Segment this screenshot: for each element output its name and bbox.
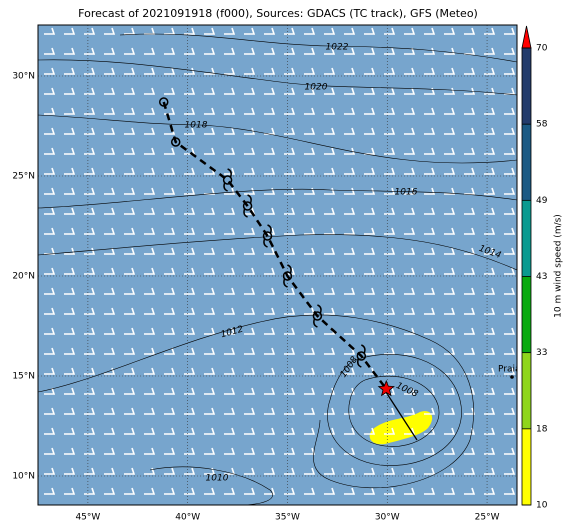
y-tick-label: 25°N bbox=[12, 172, 35, 182]
y-tick-label: 20°N bbox=[12, 272, 35, 282]
track-line bbox=[162, 101, 388, 390]
colorbar-bin bbox=[522, 124, 531, 201]
colorbar-bin bbox=[522, 428, 531, 505]
storm-symbol bbox=[312, 304, 323, 328]
map-area: 1022 1020 1018 1016 1014 1012 1010 1008 … bbox=[38, 25, 521, 505]
track-point bbox=[170, 137, 181, 147]
y-tick-label: 30°N bbox=[12, 72, 35, 82]
isobar-label: 1022 bbox=[326, 43, 349, 53]
colorbar-tick-label: 58 bbox=[536, 120, 548, 130]
colorbar-tick-label: 70 bbox=[536, 44, 548, 54]
colorbar-tick-label: 43 bbox=[536, 272, 547, 282]
forecast-line bbox=[383, 388, 418, 441]
colorbar-extend bbox=[521, 25, 532, 49]
x-tick-label: 45°W bbox=[75, 513, 100, 523]
x-tick-label: 40°W bbox=[175, 513, 200, 523]
storm-symbol bbox=[242, 194, 253, 218]
y-tick-label: 15°N bbox=[12, 372, 35, 382]
colorbar-tick-label: 33 bbox=[536, 348, 547, 358]
colorbar-tick-label: 10 bbox=[536, 501, 548, 511]
x-tick-label: 35°W bbox=[275, 513, 300, 523]
storm-symbol bbox=[356, 344, 367, 368]
isobars bbox=[38, 33, 517, 505]
x-tick-label: 25°W bbox=[475, 513, 500, 523]
wind-barbs bbox=[38, 25, 517, 505]
storm-symbol bbox=[282, 264, 293, 288]
isobar-label: 1020 bbox=[305, 83, 328, 93]
city-label: Praia bbox=[498, 365, 521, 375]
colorbar-label: 10 m wind speed (m/s) bbox=[554, 214, 564, 318]
x-tick-label: 30°W bbox=[375, 513, 400, 523]
colorbar-tick-label: 18 bbox=[536, 424, 548, 434]
colorbar-bin bbox=[522, 352, 531, 429]
track-point bbox=[158, 97, 169, 107]
isobar-label: 1016 bbox=[395, 188, 418, 198]
map-frame bbox=[37, 24, 518, 506]
colorbar-bin bbox=[522, 276, 531, 353]
storm-symbol bbox=[222, 168, 233, 192]
current-position bbox=[377, 379, 395, 397]
colorbar-bin bbox=[522, 48, 531, 125]
y-tick-label: 10°N bbox=[12, 472, 35, 482]
isobar-label: 1010 bbox=[206, 474, 229, 484]
colorbar-bin bbox=[522, 200, 531, 277]
isobar-label: 1018 bbox=[185, 121, 208, 131]
storm-symbol bbox=[262, 224, 273, 248]
chart-title: Forecast of 2021091918 (f000), Sources: … bbox=[78, 7, 478, 20]
colorbar-tick-label: 49 bbox=[536, 196, 548, 206]
